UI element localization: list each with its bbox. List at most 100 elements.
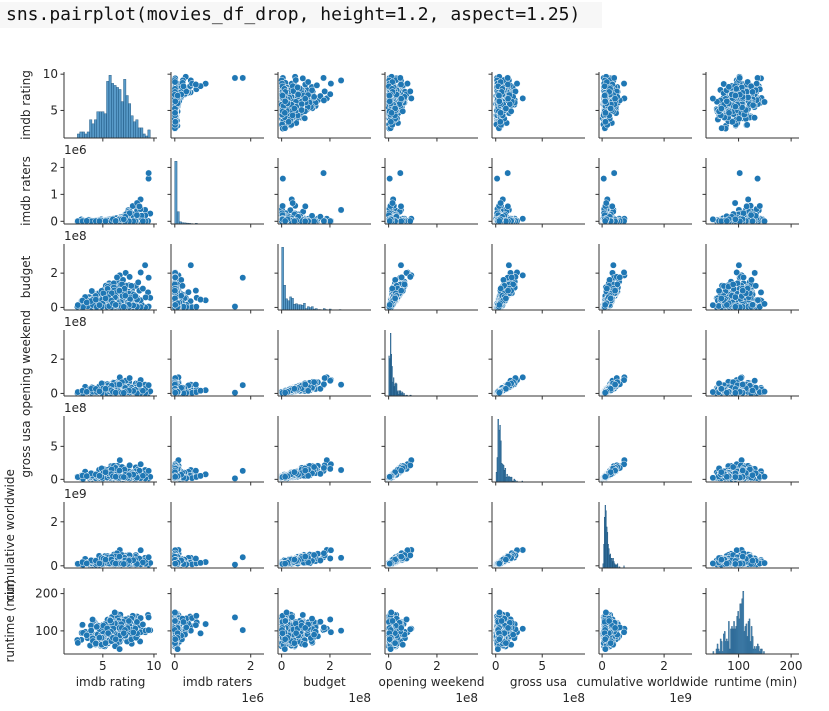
scatter-point	[609, 203, 615, 209]
scatter-point	[295, 91, 301, 97]
y-tick-label: 1	[50, 187, 58, 201]
scatter-point	[282, 125, 288, 131]
scatter-point	[172, 110, 178, 116]
x-offset-label: 1e6	[241, 691, 264, 705]
scatter-point	[121, 216, 127, 222]
scatter-point	[302, 95, 308, 101]
scatter-point	[305, 79, 311, 85]
scatter-point	[386, 92, 392, 98]
scatter-point	[407, 218, 413, 224]
scatter-point	[145, 274, 151, 280]
hist-bar	[138, 128, 140, 138]
scatter-point	[754, 75, 760, 81]
scatter-point	[520, 95, 526, 101]
scatter-point	[291, 218, 297, 224]
scatter-point	[321, 218, 327, 224]
scatter-point	[496, 218, 502, 224]
scatter-point	[710, 95, 716, 101]
hist-bar	[131, 116, 133, 138]
scatter-point	[388, 119, 394, 125]
hist-bar	[82, 132, 84, 138]
scatter-point	[289, 200, 295, 206]
hist-bar	[92, 124, 94, 138]
scatter-point	[142, 294, 148, 300]
scatter-point	[398, 81, 404, 87]
hist-bar	[104, 114, 106, 138]
scatter-point	[497, 200, 503, 206]
scatter-point	[761, 218, 767, 224]
scatter-point	[602, 98, 608, 104]
scatter-point	[302, 115, 308, 121]
scatter-point	[96, 218, 102, 224]
panel-2-0: 02	[50, 244, 157, 314]
hist-bar	[175, 161, 177, 224]
scatter-point	[732, 216, 738, 222]
scatter-point	[743, 203, 749, 209]
hist-bar	[80, 132, 82, 138]
scatter-point	[311, 94, 317, 100]
scatter-point	[601, 175, 607, 181]
panel-1-1	[168, 158, 265, 228]
scatter-point	[497, 119, 503, 125]
panel-1-2	[275, 158, 372, 228]
scatter-point	[726, 84, 732, 90]
scatter-point	[398, 203, 404, 209]
panel-1-3	[382, 158, 479, 228]
scatter-point	[102, 218, 108, 224]
y-axis-label: imdb rating	[19, 70, 33, 140]
hist-bar	[106, 81, 108, 138]
panel-1-6	[703, 158, 800, 228]
scatter-point	[279, 92, 285, 98]
hist-bar	[102, 112, 104, 138]
hist-bar	[119, 89, 121, 138]
hist-bar	[77, 134, 79, 138]
scatter-point	[398, 95, 404, 101]
scatter-point	[280, 175, 286, 181]
scatter-point	[612, 95, 618, 101]
scatter-point	[145, 170, 151, 176]
hist-bar	[87, 132, 89, 138]
scatter-point	[736, 170, 742, 176]
scatter-point	[754, 175, 760, 181]
scatter-point	[172, 98, 178, 104]
y-axis-label: imdb raters	[19, 156, 33, 226]
scatter-point	[732, 200, 738, 206]
scatter-point	[611, 75, 617, 81]
scatter-point	[603, 200, 609, 206]
scatter-point	[282, 218, 288, 224]
scatter-point	[140, 218, 146, 224]
scatter-point	[736, 75, 742, 81]
scatter-point	[314, 82, 320, 88]
hist-bar	[94, 120, 96, 138]
hist-bar	[97, 112, 99, 138]
scatter-point	[611, 170, 617, 176]
scatter-point	[302, 218, 308, 224]
hist-bar	[124, 79, 126, 138]
hist-bar	[143, 134, 145, 138]
scatter-point	[601, 92, 607, 98]
scatter-point	[397, 75, 403, 81]
scatter-point	[602, 218, 608, 224]
scatter-point	[193, 81, 199, 87]
scatter-point	[520, 216, 526, 222]
scatter-point	[279, 203, 285, 209]
y-tick-label: 2	[50, 160, 58, 174]
y-tick-label: 10	[43, 67, 58, 81]
scatter-point	[744, 122, 750, 128]
scatter-point	[240, 75, 246, 81]
scatter-point	[505, 203, 511, 209]
scatter-point	[724, 98, 730, 104]
panel-0-5	[596, 72, 693, 142]
scatter-point	[745, 196, 751, 202]
hist-bar	[133, 122, 135, 138]
y-tick-label: 0	[50, 214, 58, 228]
scatter-point	[285, 119, 291, 125]
scatter-point	[748, 212, 754, 218]
panel-0-4	[489, 72, 586, 142]
scatter-point	[733, 86, 739, 92]
scatter-point	[386, 175, 392, 181]
hist-bar	[85, 134, 87, 138]
y-offset-label: 1e6	[64, 143, 87, 157]
scatter-point	[504, 170, 510, 176]
